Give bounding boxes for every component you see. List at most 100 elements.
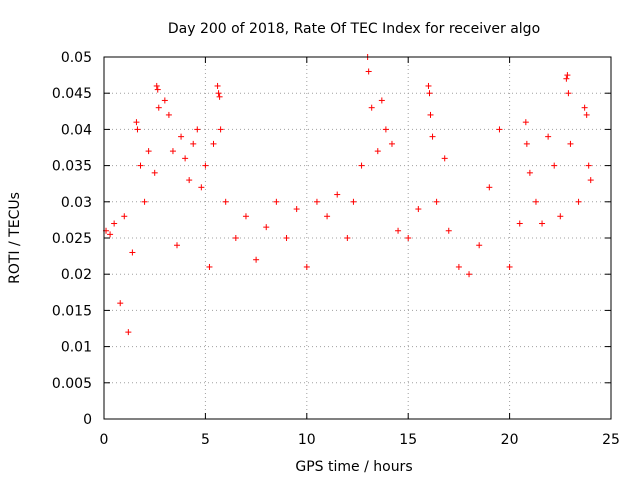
data-point xyxy=(575,198,582,205)
data-point xyxy=(178,133,185,140)
data-point xyxy=(344,235,351,241)
data-point xyxy=(154,86,161,93)
data-point xyxy=(445,227,452,234)
x-tick-label: 20 xyxy=(501,432,519,448)
tick-labels: 0 5 10 15 20 25 0 0.005 0.01 0.015 0.02 0.025 0.03 0.… xyxy=(52,50,620,448)
data-point xyxy=(405,235,412,241)
data-point xyxy=(523,140,530,147)
data-point xyxy=(583,111,590,118)
x-tick-label: 25 xyxy=(602,432,620,448)
data-point xyxy=(129,249,136,256)
data-point xyxy=(194,126,201,133)
data-points xyxy=(103,54,594,336)
data-point xyxy=(202,162,209,169)
axis-ticks xyxy=(103,56,612,420)
data-point xyxy=(415,206,422,213)
data-point xyxy=(174,242,181,249)
data-point xyxy=(358,162,365,169)
data-point xyxy=(506,263,513,270)
data-point xyxy=(155,104,162,111)
data-point xyxy=(486,184,493,191)
data-point xyxy=(324,213,331,220)
data-point xyxy=(303,263,310,270)
data-point xyxy=(526,169,533,176)
data-point xyxy=(242,213,249,220)
data-point xyxy=(516,220,523,227)
data-point xyxy=(378,97,385,104)
data-point xyxy=(253,256,260,263)
data-point xyxy=(539,220,546,227)
data-point xyxy=(581,104,588,111)
data-point xyxy=(141,198,148,205)
x-tick-label: 0 xyxy=(100,432,109,448)
data-point xyxy=(496,126,503,133)
y-tick-label: 0.015 xyxy=(52,303,92,319)
x-tick-label: 10 xyxy=(298,432,316,448)
data-point xyxy=(429,133,436,140)
data-point xyxy=(313,198,320,205)
data-point xyxy=(210,140,217,147)
data-point xyxy=(263,224,270,231)
data-point xyxy=(441,155,448,162)
data-point xyxy=(476,242,483,249)
data-point xyxy=(153,82,160,89)
data-point xyxy=(293,206,300,213)
x-tick-label: 5 xyxy=(201,432,210,448)
x-axis-label: GPS time / hours xyxy=(295,459,412,475)
chart-title: Day 200 of 2018, Rate Of TEC Index for r… xyxy=(168,21,540,37)
data-point xyxy=(232,235,239,241)
y-tick-label: 0.045 xyxy=(52,86,92,102)
data-point xyxy=(165,111,172,118)
y-tick-label: 0.02 xyxy=(61,267,92,283)
y-tick-label: 0.04 xyxy=(61,122,92,138)
data-point xyxy=(365,68,372,75)
y-tick-label: 0 xyxy=(83,412,92,428)
data-point xyxy=(117,300,124,307)
data-point xyxy=(374,148,381,155)
data-point xyxy=(388,140,395,147)
y-tick-label: 0.05 xyxy=(61,50,92,66)
x-tick-label: 15 xyxy=(399,432,417,448)
data-point xyxy=(214,82,221,89)
data-point xyxy=(368,104,375,111)
data-point xyxy=(427,111,434,118)
data-point xyxy=(222,198,229,205)
data-point xyxy=(545,133,552,140)
data-point xyxy=(111,220,118,227)
data-point xyxy=(107,231,114,238)
data-point xyxy=(182,155,189,162)
data-point xyxy=(137,162,144,169)
data-point xyxy=(466,271,473,278)
data-point xyxy=(585,162,592,169)
data-point xyxy=(567,140,574,147)
y-tick-label: 0.025 xyxy=(52,231,92,247)
data-point xyxy=(522,119,529,126)
data-point xyxy=(145,148,152,155)
data-point xyxy=(121,213,128,220)
data-point xyxy=(551,162,558,169)
data-point xyxy=(395,227,402,234)
data-point xyxy=(151,169,158,176)
data-point xyxy=(565,90,572,97)
data-point xyxy=(557,213,564,220)
data-point xyxy=(433,198,440,205)
data-point xyxy=(425,82,432,89)
data-point xyxy=(455,263,462,270)
data-point xyxy=(125,329,132,336)
data-point xyxy=(273,198,280,205)
data-point xyxy=(216,93,223,100)
data-point xyxy=(382,126,389,133)
data-point xyxy=(334,191,341,198)
y-axis-label: ROTI / TECUs xyxy=(7,192,23,284)
data-point xyxy=(283,235,290,241)
data-point xyxy=(350,198,357,205)
data-point xyxy=(206,263,213,270)
data-point xyxy=(186,177,193,184)
data-point xyxy=(190,140,197,147)
data-point xyxy=(161,97,168,104)
data-point xyxy=(169,148,176,155)
data-point xyxy=(587,177,594,184)
data-point xyxy=(198,184,205,191)
y-tick-label: 0.01 xyxy=(61,340,92,356)
